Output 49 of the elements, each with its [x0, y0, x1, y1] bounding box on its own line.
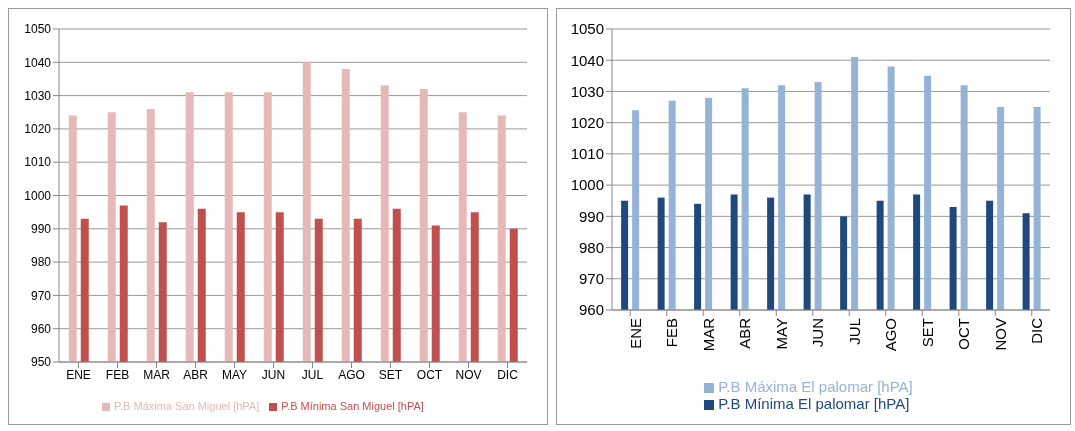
x-tick-label: DIC [497, 367, 519, 382]
x-tick-label: ENE [66, 367, 91, 382]
y-tick-label: 1020 [24, 122, 52, 137]
x-tick-label: MAR [143, 367, 171, 382]
x-tick-label: ENE [626, 318, 644, 349]
y-tick-label: 980 [30, 255, 52, 270]
x-tick-label: JUN [809, 318, 827, 348]
x-tick-label: FEB [663, 318, 681, 348]
y-tick-label: 1030 [24, 88, 52, 103]
y-tick-label: 980 [578, 238, 604, 256]
y-tick-label: 970 [578, 270, 604, 288]
x-tick-label: JUL [301, 367, 324, 382]
x-tick-label: ABR [736, 317, 754, 349]
x-tick-label: SET [918, 318, 936, 348]
y-tick-label: 990 [578, 207, 604, 225]
x-tick-label: OCT [416, 367, 443, 382]
y-tick-label: 960 [578, 301, 604, 319]
x-tick-label: NOV [455, 367, 482, 382]
x-tick-label: MAR [699, 317, 717, 352]
legend-label: P.B Máxima El palomar [hPA] [718, 378, 913, 395]
legend-label: P.B Máxima San Miguel [hPA] [114, 400, 260, 412]
y-tick-label: 950 [30, 355, 52, 370]
x-tick-label: SET [378, 367, 403, 382]
y-tick-label: 1030 [570, 82, 604, 100]
y-tick-label: 970 [30, 288, 52, 303]
x-tick-label: MAY [221, 367, 248, 382]
y-tick-label: 1050 [570, 20, 604, 38]
y-tick-label: 1010 [24, 155, 52, 170]
y-tick-label: 1000 [24, 188, 52, 203]
x-tick-label: DIC [1028, 317, 1046, 344]
y-tick-label: 990 [30, 222, 52, 237]
x-tick-label: FEB [105, 367, 130, 382]
x-tick-label: MAY [772, 318, 790, 350]
y-tick-label: 1040 [570, 51, 604, 69]
y-tick-label: 1040 [24, 55, 52, 70]
x-tick-label: NOV [991, 318, 1009, 351]
y-tick-label: 1020 [570, 113, 604, 131]
y-tick-label: 1050 [24, 22, 52, 37]
legend-label: P.B Mínima San Miguel [hPA] [281, 400, 424, 412]
x-tick-label: JUN [261, 367, 286, 382]
x-tick-label: AGO [882, 318, 900, 352]
x-tick-label: AGO [338, 367, 365, 382]
x-tick-label: JUL [845, 318, 863, 345]
y-tick-label: 1010 [570, 145, 604, 163]
y-tick-label: 1000 [570, 176, 604, 194]
x-tick-label: ABR [183, 367, 209, 382]
legend-label: P.B Mínima El palomar [hPA] [718, 395, 910, 412]
y-tick-label: 960 [30, 321, 52, 336]
x-tick-label: OCT [955, 318, 973, 350]
